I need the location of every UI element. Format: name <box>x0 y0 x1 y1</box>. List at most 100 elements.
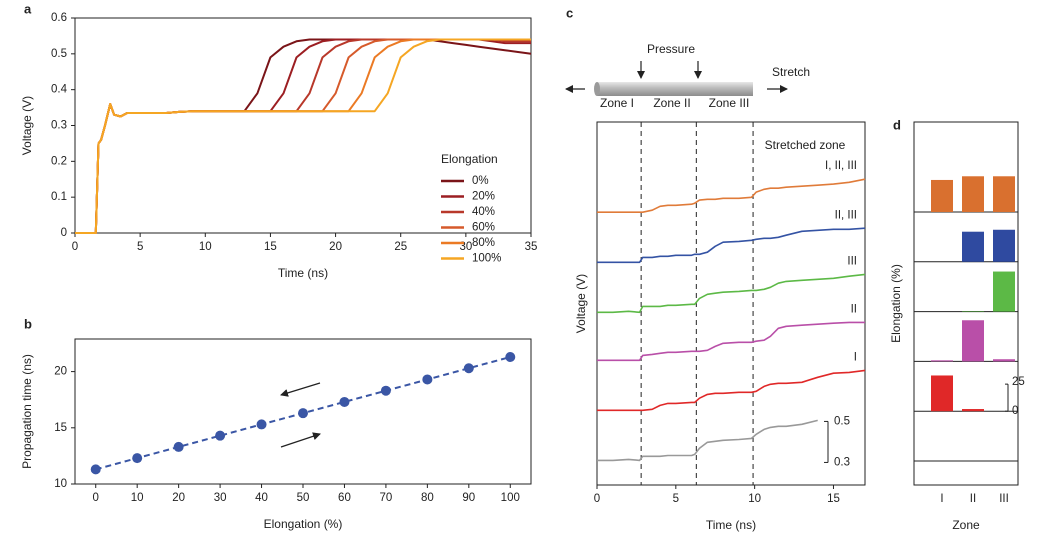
series-line <box>597 321 865 362</box>
x-tick-label: III <box>999 493 1009 505</box>
x-tick-label: 10 <box>131 492 144 504</box>
cable-end <box>594 82 600 96</box>
x-tick-label: 50 <box>297 492 310 504</box>
x-tick-label: 60 <box>338 492 351 504</box>
y-tick-label: 0.6 <box>51 12 67 24</box>
series-line <box>597 227 866 264</box>
bar <box>962 176 984 212</box>
trace-label: II, III <box>835 209 857 221</box>
bar <box>993 271 1015 312</box>
y-tick-label: 0.3 <box>51 120 67 132</box>
y-tick-label: 0.1 <box>51 191 67 203</box>
x-tick-label: 70 <box>380 492 393 504</box>
y-tick-label: 0.5 <box>51 48 67 60</box>
y-tick-label: 0.4 <box>51 84 68 96</box>
point <box>173 441 184 452</box>
y-axis-title: Voltage (V) <box>20 96 34 155</box>
annotation: Stretched zone <box>765 138 846 152</box>
series-line <box>597 369 866 412</box>
point <box>422 374 433 385</box>
x-axis-title: Elongation (%) <box>264 517 343 531</box>
x-tick-label: 10 <box>748 493 761 505</box>
point <box>339 396 350 407</box>
scale-label: 0.5 <box>834 415 850 427</box>
scale-label: 25 <box>1012 376 1025 388</box>
x-tick-label: 0 <box>93 492 99 504</box>
zone-label: Zone II <box>653 96 690 110</box>
plot-frame <box>74 17 532 234</box>
series-line <box>597 178 866 213</box>
y-tick-label: 0.2 <box>51 155 67 167</box>
point <box>463 363 474 374</box>
bar <box>962 231 984 262</box>
legend-label: 20% <box>472 191 495 203</box>
trace-label: II <box>851 303 857 315</box>
panel-letter: c <box>566 5 573 20</box>
plot-frame <box>596 121 866 486</box>
x-tick-label: 0 <box>72 241 78 253</box>
zone-label: Zone III <box>709 96 750 110</box>
series-line <box>75 38 531 234</box>
trace-label: III <box>847 255 857 267</box>
legend-label: 60% <box>472 222 495 234</box>
y-tick-label: 15 <box>54 422 67 434</box>
point <box>256 419 267 430</box>
point <box>215 430 226 441</box>
scale-label: 0.3 <box>834 456 850 468</box>
pressure-label: Pressure <box>647 42 695 56</box>
point <box>505 351 516 362</box>
x-tick-label: 10 <box>199 241 212 253</box>
panel-letter: b <box>24 316 32 331</box>
x-tick-label: 5 <box>673 493 679 505</box>
trace-label: I <box>854 351 857 363</box>
point <box>380 385 391 396</box>
series-line <box>597 419 818 462</box>
legend-label: 80% <box>472 237 495 249</box>
x-tick-label: 90 <box>462 492 475 504</box>
bar <box>931 375 953 412</box>
x-tick-label: I <box>940 493 943 505</box>
direction-arrow <box>280 432 321 448</box>
bar <box>993 359 1015 362</box>
legend-label: 0% <box>472 175 489 187</box>
x-axis-title: Zone <box>952 518 980 532</box>
y-axis-title: Elongation (%) <box>889 264 903 343</box>
legend-title: Elongation <box>441 152 498 166</box>
point <box>132 453 143 464</box>
bar <box>962 311 984 312</box>
bar <box>962 409 984 412</box>
y-tick-label: 10 <box>54 478 67 490</box>
x-tick-label: 35 <box>525 241 538 253</box>
y-axis-title: Propagation time (ns) <box>20 354 34 469</box>
series-line <box>75 38 531 234</box>
cable <box>597 82 753 96</box>
x-tick-label: 30 <box>214 492 227 504</box>
bar <box>993 229 1015 262</box>
x-tick-label: 15 <box>264 241 277 253</box>
trace-label: I, II, III <box>825 160 857 172</box>
x-tick-label: 15 <box>827 493 840 505</box>
series-line <box>75 38 531 234</box>
x-tick-label: 5 <box>137 241 143 253</box>
bar <box>931 179 953 212</box>
x-tick-label: 100 <box>501 492 520 504</box>
x-axis-title: Time (ns) <box>706 518 756 532</box>
bar <box>962 320 984 362</box>
series-line <box>75 38 532 234</box>
x-tick-label: 25 <box>394 241 407 253</box>
scale-label: 0 <box>1012 405 1018 417</box>
point <box>298 408 308 419</box>
y-tick-label: 20 <box>54 366 67 378</box>
legend-label: 100% <box>472 253 501 265</box>
panel-letter: a <box>24 1 32 16</box>
x-axis-title: Time (ns) <box>278 266 328 280</box>
point <box>90 464 101 475</box>
series-line <box>75 38 531 234</box>
y-tick-label: 0 <box>61 227 67 239</box>
bar <box>931 360 953 362</box>
series-line <box>75 38 531 234</box>
x-tick-label: 40 <box>255 492 268 504</box>
series-line <box>597 273 866 314</box>
